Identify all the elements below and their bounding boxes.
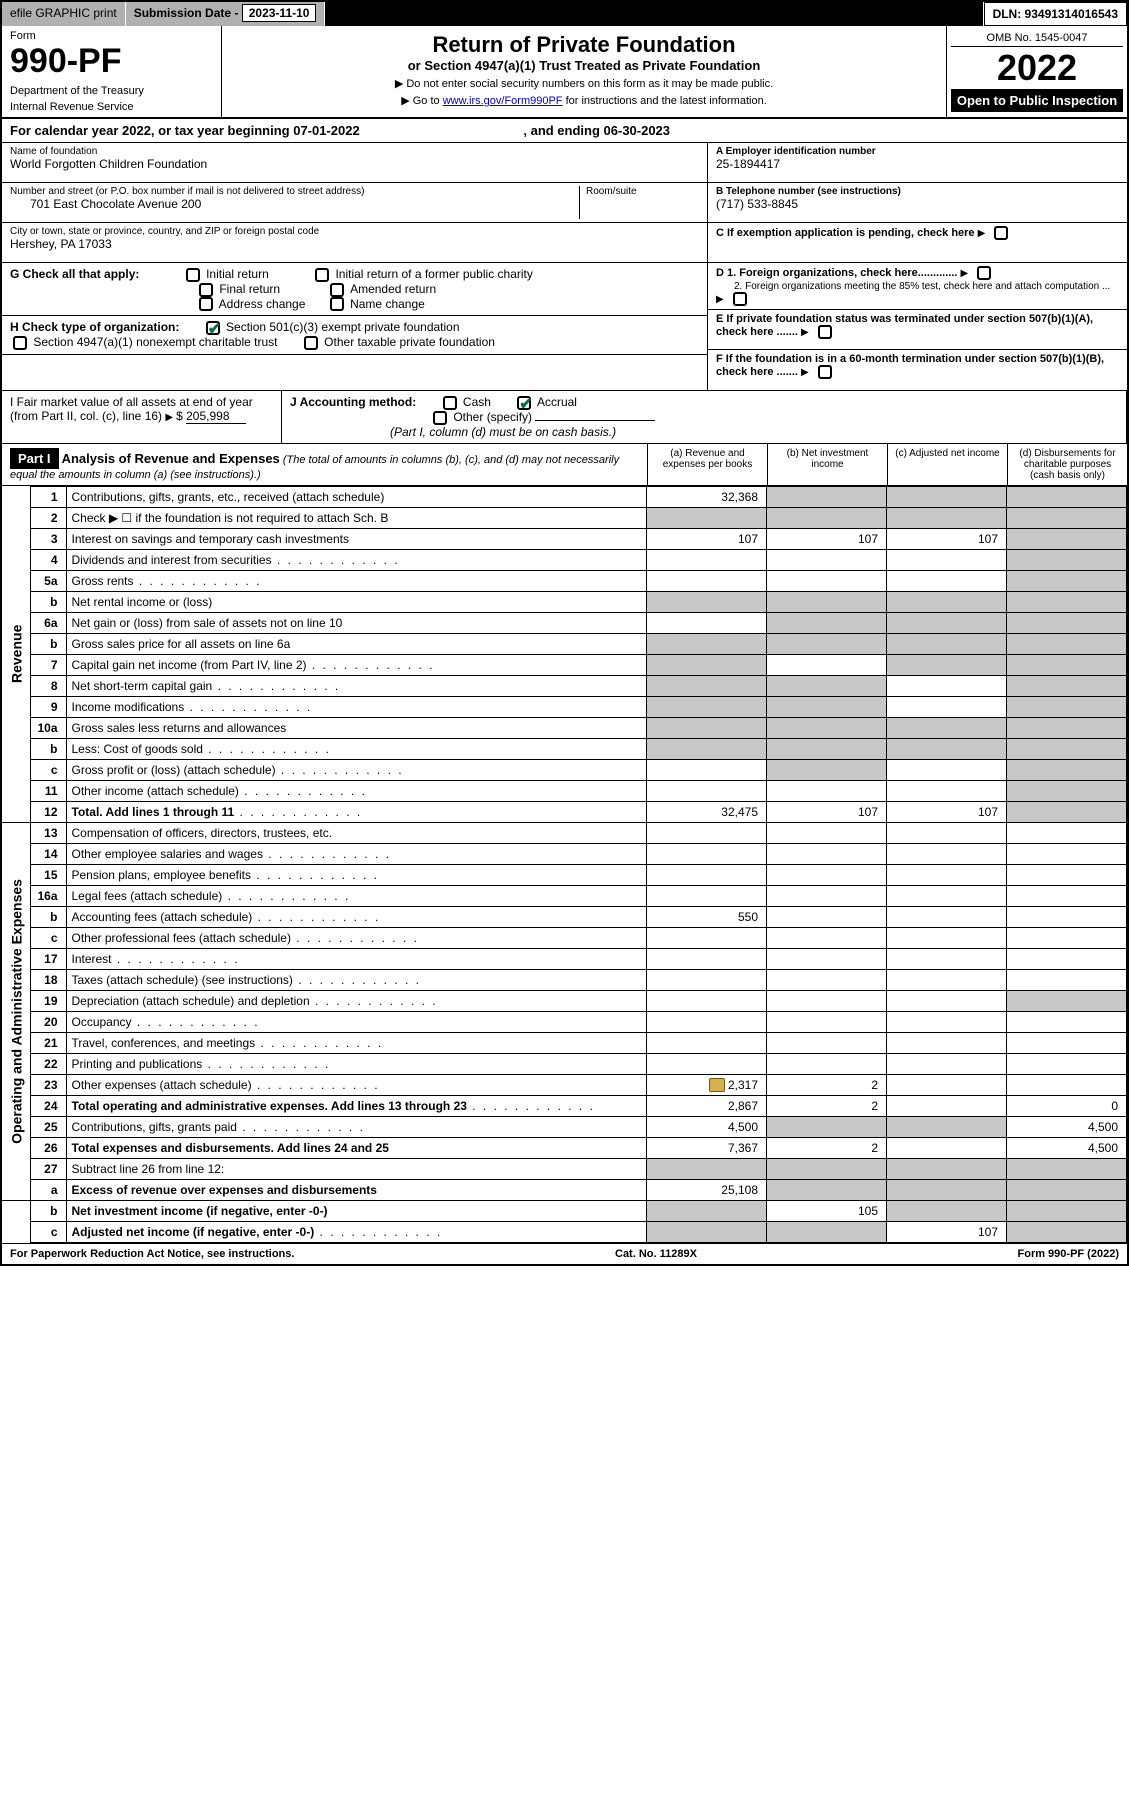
checkbox-other-taxable[interactable] [304,336,318,350]
checkbox-initial-charity[interactable] [315,268,329,282]
checkbox-accrual[interactable] [517,396,531,410]
top-bar: efile GRAPHIC print Submission Date - 20… [2,2,1127,26]
expenses-side-label: Operating and Administrative Expenses [2,822,30,1201]
part1-table: Revenue 1Contributions, gifts, grants, e… [2,486,1127,1244]
dept-treasury: Department of the Treasury [10,85,213,97]
col-b-head: (b) Net investment income [767,444,887,485]
section-g: G Check all that apply: Initial return I… [2,263,707,316]
header-center: Return of Private Foundation or Section … [222,26,947,117]
checkbox-f[interactable] [818,365,832,379]
part1-badge: Part I [10,448,59,469]
dept-irs: Internal Revenue Service [10,101,213,113]
section-e: E If private foundation status was termi… [708,310,1127,350]
checkbox-e[interactable] [818,325,832,339]
note-ssn: ▶ Do not enter social security numbers o… [234,77,934,90]
efile-label: efile GRAPHIC print [2,2,126,26]
tax-year: 2022 [951,47,1123,89]
phone-row: B Telephone number (see instructions) (7… [708,183,1127,223]
attachment-icon[interactable] [709,1078,725,1092]
checkbox-other-method[interactable] [433,411,447,425]
checkbox-address-change[interactable] [199,297,213,311]
submission-label: Submission Date - 2023-11-10 [126,2,326,26]
checkbox-cash[interactable] [443,396,457,410]
ein-row: A Employer identification number 25-1894… [708,143,1127,183]
calendar-year-row: For calendar year 2022, or tax year begi… [2,119,1127,143]
irs-link[interactable]: www.irs.gov/Form990PF [443,95,563,107]
col-c-head: (c) Adjusted net income [887,444,1007,485]
form-header: Form 990-PF Department of the Treasury I… [2,26,1127,119]
checkbox-4947[interactable] [13,336,27,350]
checkbox-final-return[interactable] [199,283,213,297]
checkbox-501c3[interactable] [206,321,220,335]
part1-header: Part I Analysis of Revenue and Expenses … [2,444,1127,486]
form-subtitle: or Section 4947(a)(1) Trust Treated as P… [234,58,934,73]
checkbox-amended[interactable] [330,283,344,297]
revenue-side-label: Revenue [2,486,30,822]
submission-date: 2023-11-10 [242,4,317,22]
form-ref: Form 990-PF (2022) [1018,1248,1119,1260]
info-section: Name of foundation World Forgotten Child… [2,143,1127,391]
checkbox-d1[interactable] [977,266,991,280]
dln-label: DLN: 93491314016543 [984,2,1127,26]
col-d-head: (d) Disbursements for charitable purpose… [1007,444,1127,485]
form-title: Return of Private Foundation [234,32,934,58]
street-row: Number and street (or P.O. box number if… [2,183,707,223]
header-left: Form 990-PF Department of the Treasury I… [2,26,222,117]
section-h: H Check type of organization: Section 50… [2,316,707,355]
checkbox-c[interactable] [994,226,1008,240]
form-number: 990-PF [10,42,213,81]
form-label: Form [10,30,213,42]
col-a-head: (a) Revenue and expenses per books [647,444,767,485]
checkbox-initial-return[interactable] [186,268,200,282]
section-f: F If the foundation is in a 60-month ter… [708,350,1127,390]
topbar-spacer [325,2,983,26]
cat-number: Cat. No. 11289X [615,1248,697,1260]
section-c: C If exemption application is pending, c… [708,223,1127,263]
checkbox-d2[interactable] [733,292,747,306]
section-d: D 1. Foreign organizations, check here..… [708,263,1127,310]
checkbox-name-change[interactable] [330,297,344,311]
city-row: City or town, state or province, country… [2,223,707,263]
omb-number: OMB No. 1545-0047 [951,30,1123,47]
page-footer: For Paperwork Reduction Act Notice, see … [2,1243,1127,1264]
ij-row: I Fair market value of all assets at end… [2,391,1127,444]
header-right: OMB No. 1545-0047 2022 Open to Public In… [947,26,1127,117]
fmv-value: 205,998 [186,409,246,424]
open-public: Open to Public Inspection [951,89,1123,112]
name-row: Name of foundation World Forgotten Child… [2,143,707,183]
note-url: ▶ Go to www.irs.gov/Form990PF for instru… [234,94,934,107]
paperwork-notice: For Paperwork Reduction Act Notice, see … [10,1248,294,1260]
